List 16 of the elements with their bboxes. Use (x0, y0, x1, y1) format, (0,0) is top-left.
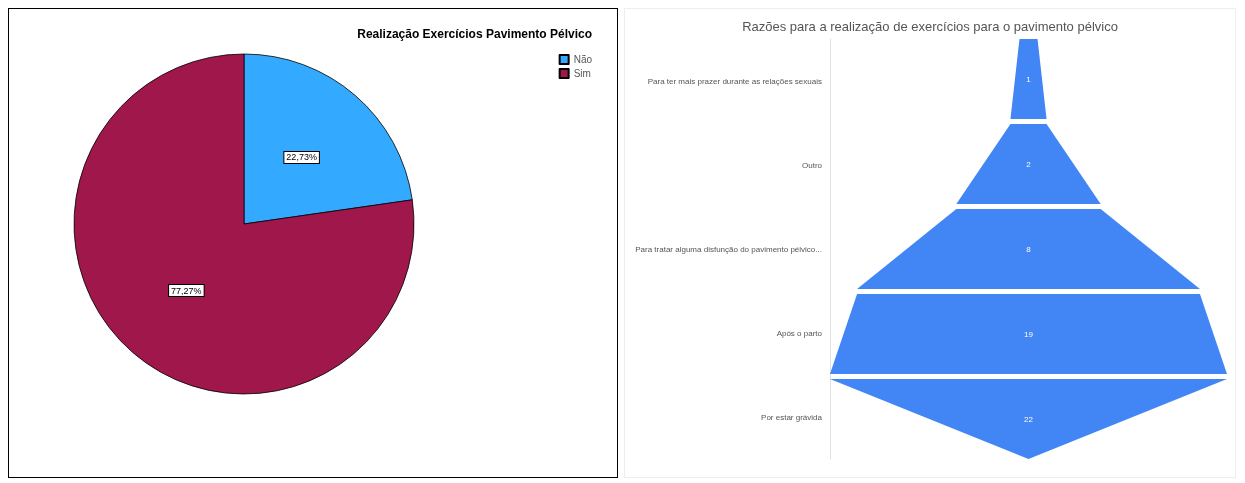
legend-label: Sim (573, 68, 591, 79)
category-label: Para tratar alguma disfunção do pavimento pélvico... (635, 244, 822, 254)
data-label: 22 (1024, 414, 1034, 424)
data-label: 22,73% (286, 152, 317, 163)
chart-title: Realização Exercícios Pavimento Pélvico (357, 27, 593, 41)
data-label: 77,27% (171, 285, 202, 296)
category-label: Por estar grávida (761, 412, 823, 422)
data-label: 8 (1026, 244, 1032, 254)
category-label: Para ter mais prazer durante as relações sexuais (647, 76, 822, 86)
data-label: 2 (1026, 159, 1032, 169)
legend-label: Não (573, 54, 593, 65)
data-label: 19 (1024, 329, 1034, 339)
category-label: Após o parto (776, 328, 823, 338)
category-label: Outro (801, 160, 823, 170)
text: Razões para a realização de exercícios para o pavimento pélvico (742, 19, 1118, 34)
data-label: 1 (1026, 74, 1032, 84)
